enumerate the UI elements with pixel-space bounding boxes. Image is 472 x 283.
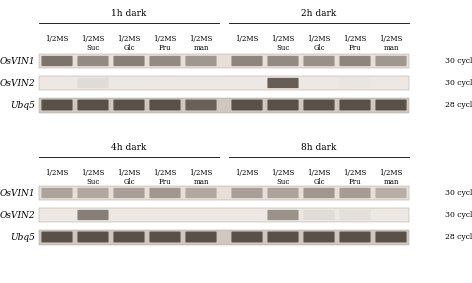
FancyBboxPatch shape — [303, 56, 335, 66]
FancyBboxPatch shape — [150, 56, 181, 66]
FancyBboxPatch shape — [268, 188, 299, 198]
FancyBboxPatch shape — [339, 210, 371, 220]
FancyBboxPatch shape — [268, 210, 299, 220]
FancyBboxPatch shape — [77, 56, 109, 66]
Text: 1/2MS
Fru: 1/2MS Fru — [153, 169, 177, 186]
FancyBboxPatch shape — [39, 98, 409, 113]
Text: 1/2MS
Suc: 1/2MS Suc — [271, 35, 295, 52]
Text: 1/2MS
Fru: 1/2MS Fru — [343, 169, 367, 186]
Text: 30 cycle: 30 cycle — [445, 189, 472, 197]
FancyBboxPatch shape — [375, 100, 406, 110]
FancyBboxPatch shape — [113, 78, 144, 88]
Text: 1/2MS
Fru: 1/2MS Fru — [153, 35, 177, 52]
Text: 1h dark: 1h dark — [111, 8, 147, 18]
Text: 1/2MS
man: 1/2MS man — [189, 35, 213, 52]
FancyBboxPatch shape — [77, 100, 109, 110]
Text: 1/2MS
Fru: 1/2MS Fru — [343, 35, 367, 52]
Text: 28 cycle: 28 cycle — [445, 101, 472, 109]
FancyBboxPatch shape — [113, 56, 144, 66]
Text: 1/2MS
Suc: 1/2MS Suc — [81, 35, 105, 52]
FancyBboxPatch shape — [113, 188, 144, 198]
Text: 1/2MS
Suc: 1/2MS Suc — [81, 169, 105, 186]
Text: 1/2MS
man: 1/2MS man — [379, 169, 403, 186]
Text: 8h dark: 8h dark — [301, 143, 337, 153]
FancyBboxPatch shape — [231, 231, 262, 243]
Text: 1/2MS
man: 1/2MS man — [379, 35, 403, 52]
FancyBboxPatch shape — [42, 231, 73, 243]
Text: OsVIN2: OsVIN2 — [0, 78, 35, 87]
Text: OsVIN1: OsVIN1 — [0, 188, 35, 198]
FancyBboxPatch shape — [42, 100, 73, 110]
FancyBboxPatch shape — [339, 231, 371, 243]
FancyBboxPatch shape — [185, 100, 217, 110]
FancyBboxPatch shape — [39, 186, 409, 200]
FancyBboxPatch shape — [339, 78, 371, 88]
FancyBboxPatch shape — [39, 208, 409, 222]
FancyBboxPatch shape — [339, 56, 371, 66]
FancyBboxPatch shape — [268, 56, 299, 66]
FancyBboxPatch shape — [375, 56, 406, 66]
FancyBboxPatch shape — [42, 188, 73, 198]
FancyBboxPatch shape — [303, 100, 335, 110]
FancyBboxPatch shape — [39, 230, 409, 245]
FancyBboxPatch shape — [39, 76, 409, 90]
FancyBboxPatch shape — [268, 231, 299, 243]
FancyBboxPatch shape — [150, 188, 181, 198]
FancyBboxPatch shape — [150, 231, 181, 243]
Text: 1/2MS
Suc: 1/2MS Suc — [271, 169, 295, 186]
FancyBboxPatch shape — [42, 56, 73, 66]
FancyBboxPatch shape — [303, 188, 335, 198]
FancyBboxPatch shape — [113, 100, 144, 110]
FancyBboxPatch shape — [39, 54, 409, 68]
FancyBboxPatch shape — [303, 210, 335, 220]
FancyBboxPatch shape — [113, 210, 144, 220]
Text: OsVIN1: OsVIN1 — [0, 57, 35, 65]
Text: 1/2MS
Glc: 1/2MS Glc — [307, 35, 331, 52]
FancyBboxPatch shape — [77, 188, 109, 198]
Text: 30 cycle: 30 cycle — [445, 79, 472, 87]
Text: 4h dark: 4h dark — [111, 143, 147, 153]
FancyBboxPatch shape — [303, 78, 335, 88]
FancyBboxPatch shape — [268, 100, 299, 110]
FancyBboxPatch shape — [303, 231, 335, 243]
Text: 30 cycle: 30 cycle — [445, 57, 472, 65]
FancyBboxPatch shape — [185, 56, 217, 66]
FancyBboxPatch shape — [339, 100, 371, 110]
FancyBboxPatch shape — [113, 231, 144, 243]
Text: 1/2MS
Glc: 1/2MS Glc — [118, 169, 141, 186]
Text: 2h dark: 2h dark — [302, 8, 337, 18]
FancyBboxPatch shape — [375, 188, 406, 198]
FancyBboxPatch shape — [268, 78, 299, 88]
FancyBboxPatch shape — [185, 188, 217, 198]
Text: 1/2MS
Glc: 1/2MS Glc — [307, 169, 331, 186]
Text: 30 cycle: 30 cycle — [445, 211, 472, 219]
Text: 1/2MS: 1/2MS — [45, 35, 69, 43]
Text: Ubq5: Ubq5 — [10, 100, 35, 110]
Text: 1/2MS: 1/2MS — [45, 169, 69, 177]
Text: Ubq5: Ubq5 — [10, 233, 35, 241]
FancyBboxPatch shape — [339, 188, 371, 198]
FancyBboxPatch shape — [77, 231, 109, 243]
Text: 1/2MS
man: 1/2MS man — [189, 169, 213, 186]
Text: 28 cycle: 28 cycle — [445, 233, 472, 241]
FancyBboxPatch shape — [185, 231, 217, 243]
Text: 1/2MS: 1/2MS — [236, 35, 259, 43]
Text: 1/2MS
Glc: 1/2MS Glc — [118, 35, 141, 52]
FancyBboxPatch shape — [77, 78, 109, 88]
FancyBboxPatch shape — [77, 210, 109, 220]
Text: 1/2MS: 1/2MS — [236, 169, 259, 177]
Text: OsVIN2: OsVIN2 — [0, 211, 35, 220]
FancyBboxPatch shape — [375, 210, 406, 220]
FancyBboxPatch shape — [231, 100, 262, 110]
FancyBboxPatch shape — [231, 56, 262, 66]
FancyBboxPatch shape — [150, 100, 181, 110]
FancyBboxPatch shape — [375, 231, 406, 243]
FancyBboxPatch shape — [231, 188, 262, 198]
